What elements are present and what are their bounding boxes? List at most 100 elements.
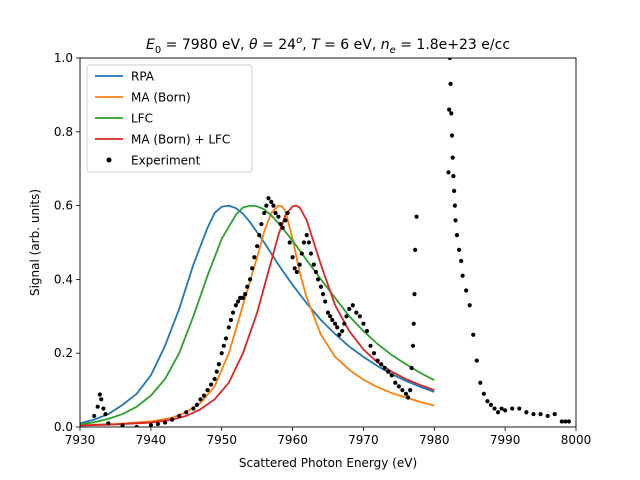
experiment-point (271, 203, 276, 208)
experiment-point (170, 417, 175, 422)
experiment-point (332, 321, 338, 326)
y-tick-label: 0.6 (54, 199, 73, 213)
experiment-point (350, 303, 355, 308)
experiment-point (354, 310, 359, 315)
experiment-point (323, 299, 328, 304)
experiment-point (405, 395, 411, 400)
experiment-point (292, 266, 297, 271)
experiment-point (452, 203, 457, 208)
experiment-point (375, 358, 380, 363)
experiment-point (357, 314, 362, 319)
experiment-point (216, 362, 221, 367)
experiment-point (447, 58, 452, 61)
experiment-point (205, 388, 210, 393)
chart-title: E0 = 7980 eV, θ = 24o, T = 6 eV, ne = 1.… (146, 35, 510, 56)
experiment-point (308, 251, 314, 256)
experiment-point (95, 404, 100, 409)
experiment-point (92, 413, 97, 419)
experiment-point (155, 421, 161, 427)
experiment-point (450, 155, 455, 160)
experiment-point (464, 288, 469, 293)
experiment-point (283, 218, 288, 223)
lfc-line (80, 204, 435, 426)
y-axis-label: Signal (arb. units) (28, 189, 42, 296)
experiment-point (471, 332, 476, 337)
ma-born-line (80, 204, 435, 427)
y-tick-label: 0.4 (54, 272, 73, 286)
experiment-point (257, 233, 262, 238)
x-tick-label: 7950 (206, 433, 237, 447)
experiment-point (304, 233, 309, 238)
experiment-point (264, 203, 269, 208)
experiment-point (269, 199, 274, 205)
experiment-point (228, 317, 234, 323)
experiment-point (194, 402, 200, 407)
experiment-point (226, 325, 231, 330)
experiment-point (99, 397, 104, 402)
experiment-point (524, 410, 529, 415)
legend-label-lfc: LFC (131, 112, 153, 126)
experiment-point (230, 310, 236, 315)
experiment-point (214, 369, 219, 374)
experiment-point (452, 188, 457, 193)
legend-box (86, 64, 253, 173)
experiment-point (361, 321, 366, 326)
experiment-point (106, 421, 111, 426)
x-tick-label: 7990 (490, 433, 521, 447)
experiment-point (396, 384, 401, 389)
experiment-point (328, 314, 333, 319)
legend-label-ma-born-lfc: MA (Born) + LFC (131, 133, 230, 147)
experiment-point (148, 423, 153, 427)
experiment-point (101, 406, 106, 411)
experiment-point (212, 376, 217, 382)
x-axis-ticks: 7930 7940 7950 7960 7970 7980 7990 8000 (65, 427, 591, 447)
experiment-point (184, 410, 189, 415)
experiment-point (280, 225, 285, 230)
x-tick-label: 7960 (277, 433, 308, 447)
experiment-point (411, 321, 416, 326)
experiment-point (451, 173, 456, 179)
experiment-point (448, 81, 453, 86)
experiment-point (285, 210, 290, 216)
legend-label-experiment: Experiment (131, 154, 201, 168)
experiment-point (400, 388, 405, 393)
experiment-point (340, 328, 345, 334)
experiment-point (386, 369, 391, 374)
experiment-point (495, 410, 501, 415)
experiment-point (446, 170, 451, 175)
experiment-point (344, 314, 349, 319)
experiment-point (449, 111, 454, 116)
x-tick-label: 7930 (65, 433, 96, 447)
experiment-point (299, 251, 304, 256)
plot-frame (79, 57, 577, 428)
legend-label-ma-born: MA (Born) (131, 91, 191, 105)
experiment-point (278, 221, 283, 227)
experiment-point (221, 343, 226, 348)
experiment-points (92, 58, 572, 427)
y-tick-label: 1.0 (54, 51, 73, 65)
y-axis-ticks: 0.0 0.2 0.4 0.6 0.8 1.0 (54, 51, 80, 434)
experiment-point (474, 358, 479, 363)
experiment-point (531, 411, 536, 417)
experiment-point (294, 269, 299, 275)
series-layer (80, 204, 435, 427)
experiment-point (311, 262, 316, 267)
legend-label-rpa: RPA (131, 70, 155, 84)
experiment-point (460, 273, 465, 278)
experiment-point (162, 420, 168, 425)
experiment-point (219, 351, 224, 356)
experiment-point (393, 380, 398, 385)
experiment-point (290, 255, 295, 260)
experiment-point (235, 299, 241, 304)
x-tick-label: 7980 (419, 433, 450, 447)
experiment-point (103, 411, 108, 417)
experiment-point (382, 365, 387, 371)
y-tick-label: 0.0 (54, 420, 73, 434)
experiment-point (454, 233, 460, 238)
experiment-point (335, 325, 340, 330)
experiment-point (371, 351, 377, 356)
experiment-point (120, 423, 125, 427)
experiment-point (262, 210, 267, 216)
experiment-point (559, 419, 564, 424)
